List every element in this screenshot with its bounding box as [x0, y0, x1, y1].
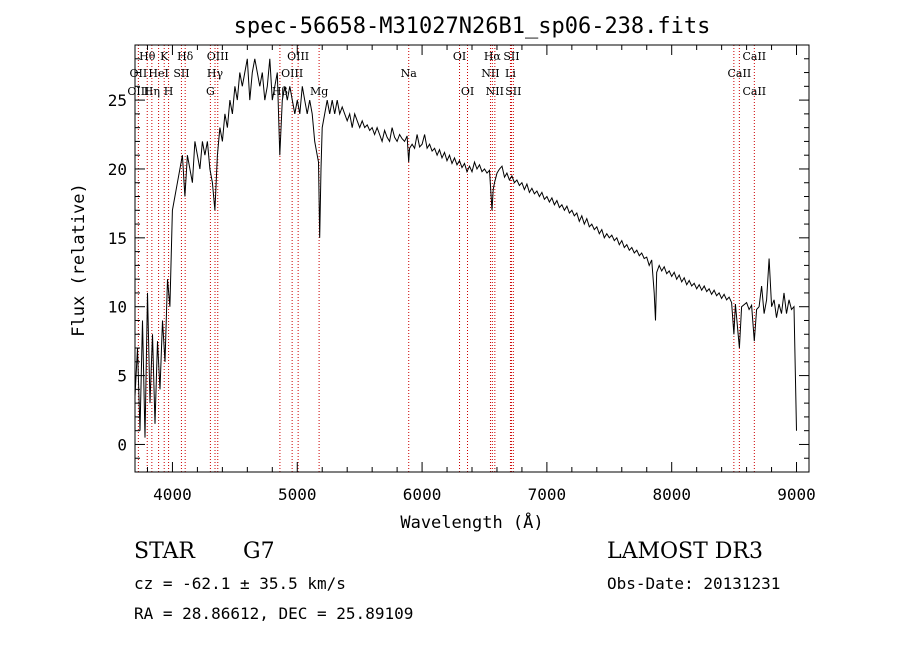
line-label: OIII — [127, 85, 149, 98]
line-label: OIII — [281, 67, 303, 80]
survey-name: LAMOST DR3 — [607, 539, 763, 564]
line-label: K — [160, 50, 169, 63]
line-label: Hγ — [207, 67, 224, 80]
x-tick-label: 4000 — [153, 485, 192, 504]
line-label: CaII — [742, 85, 766, 98]
y-tick-label: 0 — [117, 435, 127, 454]
line-label: Na — [401, 67, 418, 80]
line-label: Hβ — [272, 85, 288, 98]
x-axis-label: Wavelength (Å) — [400, 511, 543, 533]
line-label: Hδ — [177, 50, 194, 63]
x-tick-label: 5000 — [278, 485, 317, 504]
line-label: SII — [503, 50, 519, 63]
line-label: Hη — [144, 85, 160, 98]
line-label: Mg — [310, 85, 328, 98]
line-label: OI — [461, 85, 474, 98]
object-type: STAR — [134, 539, 195, 564]
y-tick-label: 5 — [117, 367, 127, 386]
x-tick-label: 6000 — [403, 485, 442, 504]
line-label: CaII — [728, 67, 752, 80]
line-markers — [137, 45, 755, 472]
y-axis-label: Flux (relative) — [69, 183, 89, 337]
line-label: NII — [486, 85, 504, 98]
line-label: OIII — [287, 50, 309, 63]
line-label: G — [206, 85, 215, 98]
y-tick-label: 25 — [108, 91, 127, 110]
line-label: H — [164, 85, 174, 98]
line-label: Hθ — [139, 50, 156, 63]
line-label: CaII — [742, 50, 766, 63]
subclass: G7 — [243, 539, 275, 564]
chart-title: spec-56658-M31027N26B1_sp06-238.fits — [234, 14, 711, 39]
y-tick-label: 20 — [108, 160, 127, 179]
line-label: SII — [173, 67, 189, 80]
plot-frame — [134, 44, 810, 473]
y-tick-label: 15 — [108, 229, 127, 248]
line-labels: Hθ OII OIII K HeI Hη Hδ SII H OIII Hγ G OIII OIII Hβ Mg… — [127, 50, 766, 98]
line-label: HeI — [148, 67, 168, 80]
redshift-text: cz = -62.1 ± 35.5 km/s — [134, 574, 346, 593]
coordinates: RA = 28.86612, DEC = 25.89109 — [134, 604, 414, 623]
y-axis-ticks: 0 5 10 15 20 25 — [108, 44, 809, 473]
line-label: OIII — [207, 50, 229, 63]
x-tick-label: 8000 — [652, 485, 691, 504]
x-tick-label: 7000 — [528, 485, 567, 504]
line-label: Li — [505, 67, 516, 80]
line-label: OII — [130, 67, 148, 80]
line-label: Hα — [484, 50, 502, 63]
obs-date: Obs-Date: 20131231 — [607, 574, 781, 593]
x-axis-ticks: 4000 5000 6000 7000 8000 9000 — [146, 45, 816, 504]
line-label: NII — [481, 67, 499, 80]
line-label: SII — [505, 85, 521, 98]
y-tick-label: 10 — [108, 298, 127, 317]
spectrum-line — [134, 58, 797, 438]
line-label: OI — [453, 50, 466, 63]
spectrum-series — [134, 58, 797, 438]
x-tick-label: 9000 — [777, 485, 816, 504]
